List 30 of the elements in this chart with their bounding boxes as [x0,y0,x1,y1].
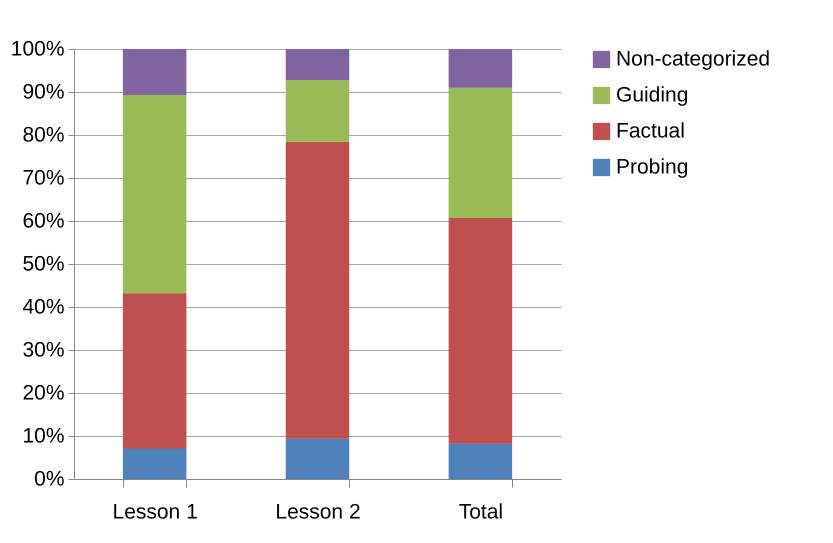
legend-label: Factual [616,120,685,142]
bar [448,218,512,444]
y-tick-label: 90% [22,80,64,104]
bar [286,142,350,439]
legend-label: Non-categorized [616,48,770,70]
x-tick-label: Lesson 1 [112,500,198,524]
legend-label: Probing [616,156,688,178]
y-tick-label: 100% [10,38,64,60]
y-tick-label: 10% [22,424,64,448]
x-tick-label: Total [458,500,504,524]
y-tick-label: 30% [22,338,64,362]
bar [286,438,350,479]
bar [448,88,512,218]
y-tick-label: 80% [22,124,64,146]
bar [286,80,350,142]
y-tick-label: 50% [22,252,64,276]
bar [122,95,186,294]
bar [122,293,186,448]
y-tick-label: 70% [22,166,64,190]
y-tick-label: 20% [22,382,64,404]
y-tick-label: 0% [34,468,64,490]
bar [122,448,186,479]
legend-label: Guiding [616,84,688,106]
y-tick-label: 40% [22,296,64,318]
y-tick-label: 60% [22,210,64,232]
bar [286,49,350,80]
bar [448,49,512,88]
bar [448,444,512,479]
bar [122,49,186,96]
x-tick-label: Lesson 2 [275,500,361,524]
